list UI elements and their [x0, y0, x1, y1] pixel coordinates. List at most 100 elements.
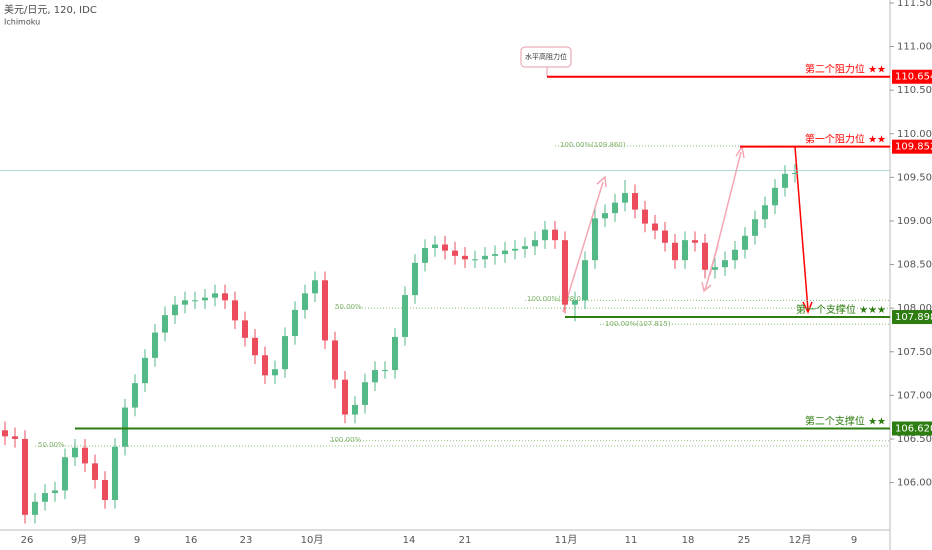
candle-body [592, 218, 598, 261]
candle-body [752, 219, 758, 236]
price-tag-label: 109.852 [895, 142, 932, 153]
y-tick-label: 109.000 [897, 216, 932, 227]
candle-body [742, 235, 748, 250]
candle-body [172, 304, 178, 316]
candle-body [472, 259, 478, 261]
candle-body [32, 501, 38, 515]
candle-body [422, 247, 428, 263]
y-tick-label: 109.500 [897, 172, 932, 183]
candle-body [392, 336, 398, 371]
candle-body [242, 320, 248, 338]
arrow [794, 146, 809, 311]
candle-body [552, 229, 558, 241]
x-tick-label: 10月 [301, 534, 324, 546]
price-tag-label: 106.620 [895, 423, 932, 434]
y-tick-label: 106.000 [897, 478, 932, 489]
candle-body [402, 295, 408, 337]
x-tick-label: 18 [682, 535, 695, 546]
x-tick-label: 21 [459, 535, 472, 546]
y-tick-label: 108.000 [897, 303, 932, 314]
candle-body [732, 249, 738, 261]
indicator-name: Ichimoku [4, 18, 40, 27]
candle-body [202, 297, 208, 301]
candle-body [682, 240, 688, 261]
candle-body [632, 193, 638, 210]
y-tick-label: 108.500 [897, 260, 932, 271]
x-tick-label: 14 [403, 535, 416, 546]
arrow [709, 151, 742, 276]
fib-label: 100.00%(108.0 [527, 295, 581, 303]
candle-body [672, 242, 678, 261]
chart-title: 美元/日元, 120, IDC [4, 3, 97, 16]
candle-body [102, 479, 108, 501]
arrowhead [701, 281, 712, 293]
candle-body [492, 254, 498, 256]
candle-body [782, 173, 788, 188]
candle-body [302, 293, 308, 310]
fib-label: 50.00% [38, 441, 65, 449]
candle-body [582, 260, 588, 301]
candle-body [712, 267, 718, 270]
candle-body [772, 187, 778, 206]
candle-body [272, 369, 278, 376]
candle-body [312, 280, 318, 294]
x-tick-label: 25 [738, 535, 751, 546]
candle-body [442, 244, 448, 251]
x-tick-label: 16 [185, 535, 198, 546]
candle-body [512, 248, 518, 251]
candle-body [112, 446, 118, 501]
y-tick-label: 111.500 [897, 0, 932, 9]
candle-body [762, 205, 768, 220]
arrowhead [802, 301, 813, 314]
price-tag-label: 107.898 [895, 312, 932, 323]
candle-body [12, 436, 18, 439]
candle-body [72, 447, 78, 458]
level-label: 第二个阻力位 ★★ [805, 63, 886, 76]
y-tick-label: 110.500 [897, 85, 932, 96]
candle-body [322, 280, 328, 341]
candle-body [382, 370, 388, 372]
candle-body [192, 300, 198, 302]
candle-body [82, 447, 88, 464]
candle-body [482, 255, 488, 260]
candle-body [612, 202, 618, 214]
level-label: 第二个支撑位 ★★ [805, 414, 886, 427]
candle-body [292, 309, 298, 337]
candle-body [502, 250, 508, 255]
x-tick-label: 23 [240, 535, 253, 546]
candle-body [652, 223, 658, 231]
candle-body [372, 370, 378, 383]
candle-body [62, 457, 68, 491]
candle-body [642, 209, 648, 224]
candle-body [572, 300, 578, 305]
candle-body [542, 229, 548, 241]
x-tick-label: 12月 [789, 534, 812, 546]
x-tick-label: 9 [851, 535, 857, 546]
arrows [562, 145, 813, 314]
fib-label: 50.00% [335, 303, 362, 311]
level-label: 第一个支撑位 ★★★ [796, 303, 886, 316]
candle-body [152, 332, 158, 358]
x-tick-label: 9月 [71, 534, 87, 546]
candle-body [132, 383, 138, 408]
y-tick-label: 111.000 [897, 42, 932, 53]
candle-body [42, 493, 48, 502]
price-tag [892, 310, 932, 325]
candle-body [722, 260, 728, 268]
level-label: 第一个阻力位 ★★ [805, 133, 886, 146]
candle-body [352, 404, 358, 415]
arrowhead [596, 175, 607, 188]
y-tick-label: 106.500 [897, 434, 932, 445]
candle-body [602, 213, 608, 219]
candle-body [282, 336, 288, 370]
candle-body [452, 250, 458, 256]
price-tag-label: 110.654 [895, 72, 932, 83]
candle-body [122, 407, 128, 447]
x-tick-label: 9 [134, 535, 140, 546]
candle-body [662, 230, 668, 243]
candle-body [212, 293, 218, 298]
callout: 水平高阻力位 [520, 46, 572, 76]
candle-body [2, 430, 8, 437]
